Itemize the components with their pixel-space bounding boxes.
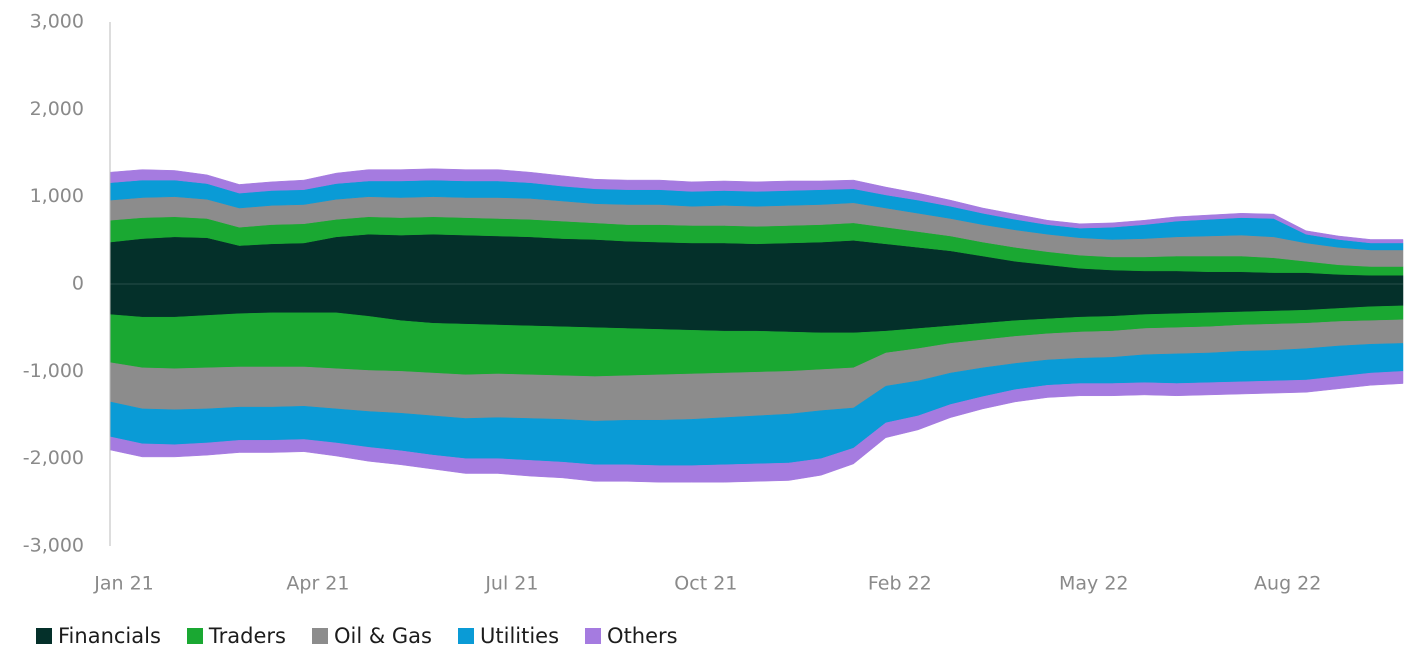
chart: -3,000 -2,000 -1,000 0 1,000 2,000 3,000 Jan 21… <box>23 11 1404 595</box>
legend-label: Financials <box>58 624 161 648</box>
legend-label: Others <box>607 624 678 648</box>
legend-swatch <box>311 628 328 644</box>
legend-label: Traders <box>208 624 286 648</box>
x-tick-label: Aug 22 <box>1254 573 1321 595</box>
y-tick-label: -1,000 <box>23 360 84 382</box>
y-tick-label: 3,000 <box>30 11 84 33</box>
y-tick-label: -3,000 <box>23 535 84 557</box>
legend-swatch <box>458 628 474 644</box>
legend-item: Financials <box>36 624 161 648</box>
legend-label: Utilities <box>480 624 560 648</box>
legend: Financials Traders Oil & Gas Utilities Other… <box>36 624 678 648</box>
area-short <box>109 371 1404 483</box>
legend-swatch <box>36 628 52 644</box>
x-tick-label: Feb 22 <box>868 573 932 595</box>
legend-label: Oil & Gas <box>333 624 432 648</box>
y-tick-label: 0 <box>72 273 84 295</box>
y-tick-label: 1,000 <box>30 185 84 207</box>
x-tick-label: Jan 21 <box>93 573 154 595</box>
legend-item: Traders <box>186 624 286 648</box>
x-tick-label: May 22 <box>1059 573 1129 595</box>
legend-swatch <box>585 628 602 644</box>
x-tick-label: Apr 21 <box>286 573 349 595</box>
legend-swatch <box>186 628 203 644</box>
x-tick-label: Oct 21 <box>674 573 737 595</box>
legend-item: Oil & Gas <box>311 624 432 648</box>
legend-item: Others <box>585 624 678 648</box>
y-tick-label: 2,000 <box>30 98 84 120</box>
x-tick-label: Jul 21 <box>484 573 538 595</box>
legend-item: Utilities <box>458 624 559 648</box>
y-tick-label: -2,000 <box>23 447 84 469</box>
area-long <box>109 168 1404 244</box>
